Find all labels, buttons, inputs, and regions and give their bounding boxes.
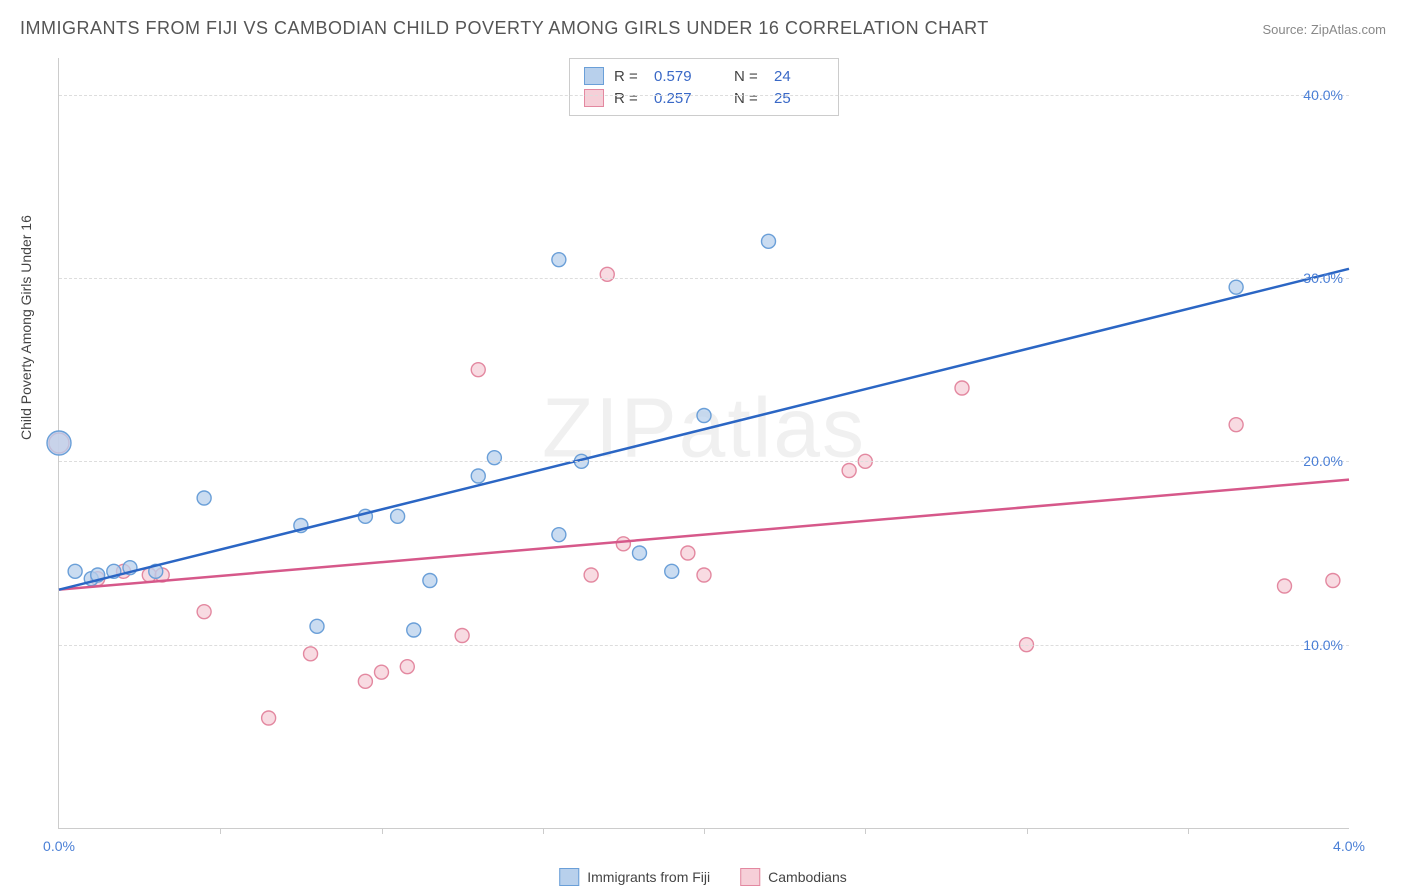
- data-point: [310, 619, 324, 633]
- ytick-label: 40.0%: [1303, 87, 1343, 103]
- data-point: [400, 660, 414, 674]
- trend-line: [59, 269, 1349, 590]
- legend-label-blue: Immigrants from Fiji: [587, 869, 710, 885]
- data-point: [762, 234, 776, 248]
- data-point: [423, 574, 437, 588]
- data-point: [697, 409, 711, 423]
- xtick-mark: [865, 828, 866, 834]
- scatter-svg: [59, 58, 1349, 828]
- ytick-label: 20.0%: [1303, 453, 1343, 469]
- chart-title: IMMIGRANTS FROM FIJI VS CAMBODIAN CHILD …: [20, 18, 989, 39]
- data-point: [487, 451, 501, 465]
- xtick-mark: [543, 828, 544, 834]
- chart-plot-area: ZIPatlas R = 0.579 N = 24 R = 0.257 N = …: [58, 58, 1349, 829]
- data-point: [633, 546, 647, 560]
- data-point: [47, 431, 71, 455]
- gridline: [59, 645, 1349, 646]
- data-point: [616, 537, 630, 551]
- data-point: [552, 253, 566, 267]
- gridline: [59, 461, 1349, 462]
- r-label: R =: [614, 90, 644, 107]
- data-point: [1229, 280, 1243, 294]
- n-value-blue: 24: [774, 68, 824, 85]
- stats-row-blue: R = 0.579 N = 24: [584, 65, 824, 87]
- data-point: [358, 674, 372, 688]
- xtick-mark: [704, 828, 705, 834]
- data-point: [455, 629, 469, 643]
- xtick-mark: [382, 828, 383, 834]
- legend-item-blue: Immigrants from Fiji: [559, 868, 710, 886]
- legend-label-pink: Cambodians: [768, 869, 847, 885]
- data-point: [697, 568, 711, 582]
- data-point: [681, 546, 695, 560]
- r-value-blue: 0.579: [654, 68, 704, 85]
- data-point: [584, 568, 598, 582]
- data-point: [665, 564, 679, 578]
- data-point: [391, 509, 405, 523]
- swatch-pink-icon: [740, 868, 760, 886]
- correlation-stats-box: R = 0.579 N = 24 R = 0.257 N = 25: [569, 58, 839, 116]
- n-value-pink: 25: [774, 90, 824, 107]
- data-point: [955, 381, 969, 395]
- legend-item-pink: Cambodians: [740, 868, 847, 886]
- gridline: [59, 278, 1349, 279]
- source-attribution: Source: ZipAtlas.com: [1262, 22, 1386, 37]
- ytick-label: 30.0%: [1303, 270, 1343, 286]
- data-point: [1278, 579, 1292, 593]
- bottom-legend: Immigrants from Fiji Cambodians: [559, 868, 847, 886]
- xtick-label: 0.0%: [43, 838, 75, 854]
- xtick-mark: [1188, 828, 1189, 834]
- r-value-pink: 0.257: [654, 90, 704, 107]
- ytick-label: 10.0%: [1303, 637, 1343, 653]
- data-point: [68, 564, 82, 578]
- data-point: [552, 528, 566, 542]
- n-label: N =: [734, 68, 764, 85]
- data-point: [262, 711, 276, 725]
- r-label: R =: [614, 68, 644, 85]
- n-label: N =: [734, 90, 764, 107]
- data-point: [375, 665, 389, 679]
- data-point: [471, 469, 485, 483]
- xtick-mark: [220, 828, 221, 834]
- data-point: [304, 647, 318, 661]
- data-point: [842, 464, 856, 478]
- data-point: [197, 605, 211, 619]
- data-point: [1229, 418, 1243, 432]
- data-point: [1326, 574, 1340, 588]
- y-axis-label: Child Poverty Among Girls Under 16: [18, 215, 34, 440]
- stats-row-pink: R = 0.257 N = 25: [584, 87, 824, 109]
- swatch-blue-icon: [559, 868, 579, 886]
- xtick-mark: [1027, 828, 1028, 834]
- data-point: [197, 491, 211, 505]
- data-point: [600, 267, 614, 281]
- swatch-blue-icon: [584, 67, 604, 85]
- swatch-pink-icon: [584, 89, 604, 107]
- gridline: [59, 95, 1349, 96]
- data-point: [407, 623, 421, 637]
- xtick-label: 4.0%: [1333, 838, 1365, 854]
- data-point: [471, 363, 485, 377]
